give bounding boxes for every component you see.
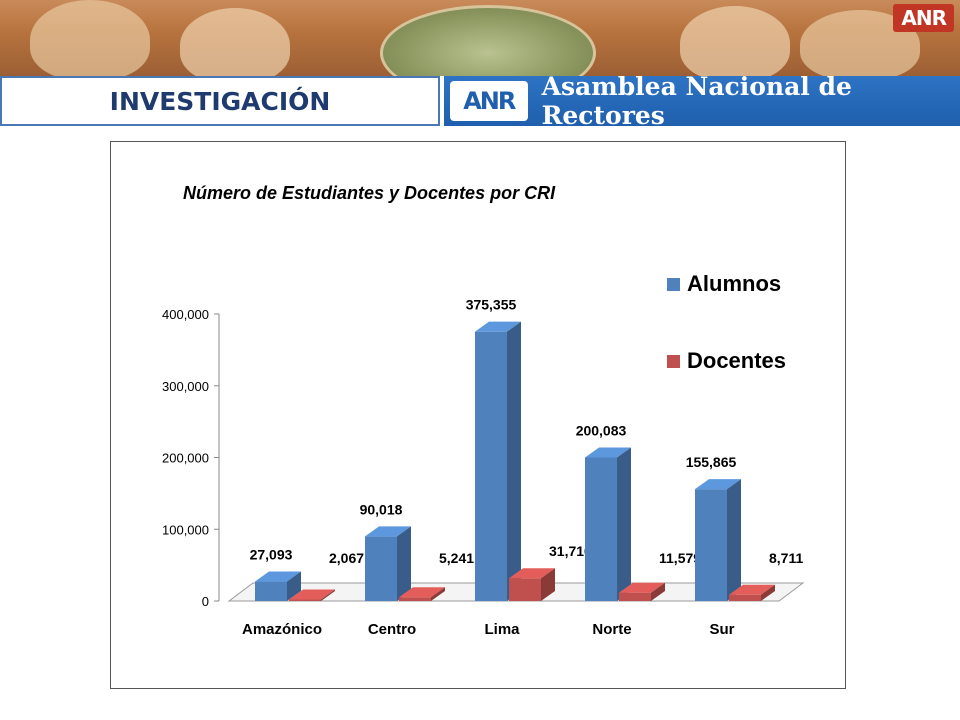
- banner-medallion: [380, 5, 596, 76]
- bar-docentes-lima-top: [509, 568, 555, 579]
- x-category-label: Lima: [484, 621, 520, 638]
- bar-alumnos-norte-top: [585, 447, 631, 458]
- bar-alumnos-centro-label: 90,018: [360, 501, 403, 517]
- bar-alumnos-amaznico-side: [287, 571, 301, 601]
- bar-alumnos-amaznico: [255, 581, 287, 601]
- header-banner: ANR: [0, 0, 960, 76]
- banner-figure-left-2: [180, 8, 290, 76]
- anr-logo-small: ANR: [893, 4, 954, 32]
- bar-docentes-amaznico-top: [289, 589, 335, 600]
- x-category-label: Norte: [592, 621, 631, 638]
- legend-swatch-alumnos: [667, 278, 680, 291]
- x-category-label: Sur: [709, 621, 734, 638]
- bar-docentes-norte-label: 11,579: [659, 550, 701, 566]
- legend-label-alumnos: Alumnos: [687, 271, 781, 296]
- bar-docentes-lima: [509, 578, 541, 601]
- bar-alumnos-lima-top: [475, 321, 521, 332]
- anr-logo: ANR: [450, 81, 528, 121]
- y-tick-label: 200,000: [162, 451, 209, 466]
- section-title-box: INVESTIGACIÓN: [0, 76, 440, 126]
- bar-docentes-sur-label: 8,711: [769, 550, 803, 566]
- chart-title: Número de Estudiantes y Docentes por CRI: [183, 183, 556, 203]
- bar-alumnos-centro-top: [365, 526, 411, 537]
- banner-figure-left: [30, 0, 150, 76]
- bar-alumnos-lima: [475, 331, 507, 601]
- legend-label-docentes: Docentes: [687, 348, 786, 373]
- y-tick-label: 0: [202, 594, 209, 609]
- bar-docentes-sur: [729, 594, 761, 601]
- x-category-label: Amazónico: [242, 621, 322, 638]
- bar-alumnos-sur: [695, 489, 727, 601]
- banner-figure-right: [680, 6, 790, 76]
- bar-alumnos-centro-side: [397, 526, 411, 601]
- y-tick-label: 400,000: [162, 307, 209, 322]
- bar-docentes-centro: [399, 597, 431, 601]
- bar-docentes-sur-side: [761, 584, 775, 601]
- bar-alumnos-norte-label: 200,083: [576, 422, 627, 438]
- bar-alumnos-norte: [585, 457, 617, 601]
- bar-alumnos-sur-side: [727, 479, 741, 601]
- bar-docentes-centro-top: [399, 587, 445, 598]
- bar-docentes-amaznico-label: 2,067: [329, 550, 364, 566]
- bar-docentes-centro-label: 5,241: [439, 550, 474, 566]
- bar-docentes-norte-side: [651, 582, 665, 601]
- bar-alumnos-lima-side: [507, 321, 521, 601]
- bar-alumnos-norte-side: [617, 447, 631, 601]
- bar-chart: Número de Estudiantes y Docentes por CRI…: [162, 183, 805, 638]
- org-name: Asamblea Nacional de Rectores: [541, 72, 852, 130]
- bar-docentes-sur-top: [729, 584, 775, 595]
- bar-docentes-amaznico: [289, 599, 321, 601]
- chart-frame: Número de Estudiantes y Docentes por CRI…: [110, 141, 846, 689]
- legend-swatch-docentes: [667, 355, 680, 368]
- org-header-bar: ANR Asamblea Nacional de Rectores: [444, 72, 960, 130]
- bar-docentes-amaznico-side: [321, 589, 335, 601]
- bar-alumnos-sur-label: 155,865: [686, 454, 737, 470]
- x-category-label: Centro: [368, 621, 416, 638]
- y-tick-label: 300,000: [162, 379, 209, 394]
- bar-alumnos-amaznico-label: 27,093: [250, 547, 293, 563]
- y-tick-label: 100,000: [162, 522, 209, 537]
- bar-docentes-lima-label: 31,716: [549, 543, 592, 559]
- bar-docentes-norte-top: [619, 582, 665, 593]
- bar-docentes-lima-side: [541, 568, 555, 601]
- bar-alumnos-lima-label: 375,355: [466, 297, 517, 313]
- section-title: INVESTIGACIÓN: [109, 86, 331, 116]
- bar-docentes-centro-side: [431, 587, 445, 601]
- bar-alumnos-sur-top: [695, 479, 741, 490]
- bar-docentes-norte: [619, 592, 651, 601]
- bar-alumnos-centro: [365, 536, 397, 601]
- bar-alumnos-amaznico-top: [255, 571, 301, 582]
